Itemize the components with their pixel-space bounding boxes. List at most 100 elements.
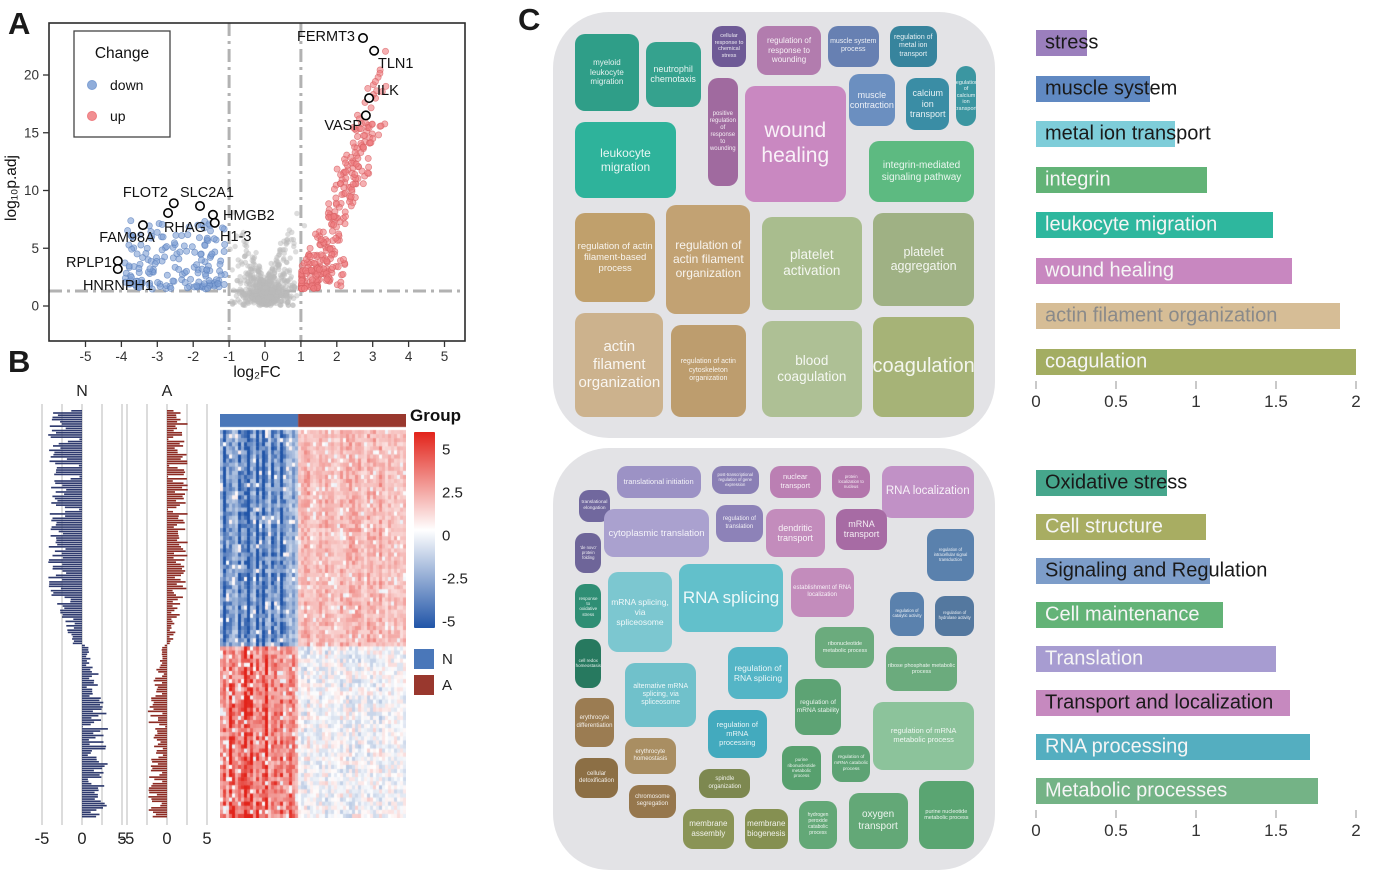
- axis-tick-label: 1: [1191, 821, 1201, 840]
- legend-item-label: up: [110, 108, 126, 124]
- treemap-cell: translational initiation: [616, 465, 701, 499]
- treemap-cell: alternative mRNA splicing, via spliceoso…: [624, 662, 697, 727]
- go-bar-label: Signaling and Regulation: [1045, 559, 1268, 582]
- treemap-cell: erythrocyte differentiation: [575, 698, 614, 747]
- treemap-cell-label: membrane biogenesis: [747, 819, 786, 838]
- gene-point: [112, 255, 123, 266]
- gene-point: [209, 217, 220, 228]
- treemap-cell: response to oxidative stress: [575, 584, 602, 629]
- treemap-cell-label: cytoplasmic translation: [608, 527, 705, 539]
- treemap-cell-label: wound healing: [761, 119, 830, 167]
- go-bar-row: Cell maintenance: [1036, 602, 1356, 628]
- treemap-cell-label: translational initiation: [623, 476, 694, 486]
- treemap-cell: regulation of mRNA stability: [794, 678, 842, 735]
- go-bar-row: integrin: [1036, 166, 1356, 193]
- gene-point: [207, 209, 218, 220]
- go-bar-row: Cell structure: [1036, 514, 1356, 540]
- go-bar-row: muscle system: [1036, 75, 1356, 102]
- axis-tick-label: 5: [202, 830, 211, 848]
- treemap-cell: ribonucleotide metabolic process: [815, 627, 875, 668]
- treemap-cell-label: muscle contraction: [849, 89, 894, 111]
- treemap-cell: regulation of metal ion transport: [889, 26, 937, 67]
- treemap-cell: regulation of actin filament-based proce…: [575, 213, 656, 302]
- treemap-cell-label: hydrogen peroxide catabolic process: [807, 812, 829, 836]
- treemap-cell: protein localization to nucleus: [831, 465, 871, 499]
- axis-tick-label: 0: [77, 830, 86, 848]
- gene-label: VASP: [324, 118, 362, 134]
- treemap-cell-label: blood coagulation: [777, 352, 847, 384]
- treemap-cell: platelet activation: [761, 217, 863, 310]
- axis-tick-label: -2: [187, 349, 199, 364]
- axis-tick-label: 4: [405, 349, 413, 364]
- go-bar-label: metal ion transport: [1045, 122, 1211, 145]
- axis-tick: [1035, 380, 1037, 389]
- go-bar: [1036, 30, 1088, 56]
- legend-swatch: [87, 80, 97, 90]
- axis-tick: [1035, 810, 1037, 818]
- treemap-cell-label: regulation of mRNA metabolic process: [890, 726, 957, 745]
- go-bar: [1036, 778, 1318, 804]
- axis-tick-label: 15: [24, 125, 39, 140]
- gene-label: FAM98A: [99, 230, 155, 246]
- legend-title: Change: [95, 45, 149, 62]
- axis-tick-label: 1: [297, 349, 305, 364]
- axis-tick-label: 2: [1351, 821, 1361, 840]
- gene-label: RHAG: [164, 220, 206, 236]
- colorbar-tick-label: 2.5: [442, 484, 463, 502]
- treemap-cell-label: cell redox homeostasis: [575, 658, 601, 669]
- go-bar: [1036, 212, 1273, 238]
- treemap-cell-label: spindle organization: [708, 776, 742, 790]
- treemap-cell-label: mRNA splicing, via spliceosome: [611, 597, 669, 628]
- go-bar-row: metal ion transport: [1036, 121, 1356, 147]
- treemap-cell-label: platelet aggregation: [890, 244, 957, 274]
- go-bar-label: Cell maintenance: [1045, 603, 1200, 626]
- gene-point: [168, 198, 179, 209]
- treemap-cell: dendritic transport: [765, 509, 825, 558]
- treemap-cell: spindle organization: [699, 769, 751, 798]
- treemap-cell-label: leukocyte migration: [600, 145, 651, 174]
- treemap-cell: regulation of mRNA catabolic process: [831, 745, 871, 783]
- go-bar-label: muscle system: [1045, 77, 1178, 99]
- heatmap-legend: Group 5 2.5 0 -2.5 -5 N A: [408, 404, 518, 724]
- go-bar-row: wound healing: [1036, 257, 1356, 284]
- treemap-cell-label: regulation of metal ion transport: [893, 34, 933, 58]
- go-barchart-up: stress muscle system metal ion transport in…: [1031, 22, 1376, 422]
- treemap-cell-label: 'de novo' protein folding: [579, 544, 597, 560]
- treemap-cell-label: protein localization to nucleus: [838, 473, 864, 489]
- treemap-cell: platelet aggregation: [873, 213, 974, 306]
- gene-label: H1-3: [220, 229, 251, 245]
- go-treemap-down: translational elongation translational in…: [553, 448, 995, 870]
- treemap-cell-label: ribose phosphate metabolic process: [887, 662, 956, 676]
- treemap-cell-label: RNA localization: [885, 485, 970, 498]
- treemap-cell-label: regulation of catalytic activity: [892, 608, 922, 619]
- gene-point: [358, 33, 369, 44]
- gene-point: [369, 45, 380, 56]
- gene-point: [364, 93, 375, 104]
- go-bar: [1036, 690, 1291, 716]
- expression-barplots: N -5 0 5 A -5 0 5: [35, 383, 212, 848]
- treemap-cell-label: dendritic transport: [777, 522, 814, 544]
- treemap-cell: RNA splicing: [678, 564, 784, 633]
- treemap-cell: muscle contraction: [848, 73, 896, 127]
- treemap-cell-label: alternative mRNA splicing, via spliceoso…: [633, 682, 689, 707]
- axis-tick: [1115, 380, 1117, 389]
- axis-tick-label: 0: [1031, 821, 1041, 840]
- treemap-cell: cellular detoxification: [575, 757, 618, 798]
- axis-tick-label: -5: [35, 830, 50, 848]
- scatter-points-down: [121, 217, 229, 293]
- axis-tick: [1275, 380, 1277, 389]
- treemap-cell: calcium ion transport: [906, 77, 949, 131]
- volcano-plot: -5 -4 -3 -2 -1 0 1 2 3 4 5 0 5 10 15 20 log₂FC log₁₀p.adj…: [3, 22, 466, 381]
- volcano-legend: Change down up: [73, 30, 171, 138]
- go-bar-label: Oxidative stress: [1045, 471, 1188, 494]
- axis-tick-label: 1.5: [1264, 391, 1288, 411]
- treemap-cell-label: calcium ion transport: [909, 88, 946, 120]
- go-bar-label: Transport and localization: [1045, 691, 1274, 714]
- axis-tick-label: -4: [115, 349, 127, 364]
- gene-label: FLOT2: [123, 185, 168, 201]
- treemap-cell: regulation of hydrolase activity: [935, 595, 974, 637]
- treemap-cell: post-transcriptional regulation of gene …: [711, 465, 759, 495]
- gene-label: SLC2A1: [180, 185, 234, 201]
- go-bar-label: integrin: [1045, 168, 1111, 190]
